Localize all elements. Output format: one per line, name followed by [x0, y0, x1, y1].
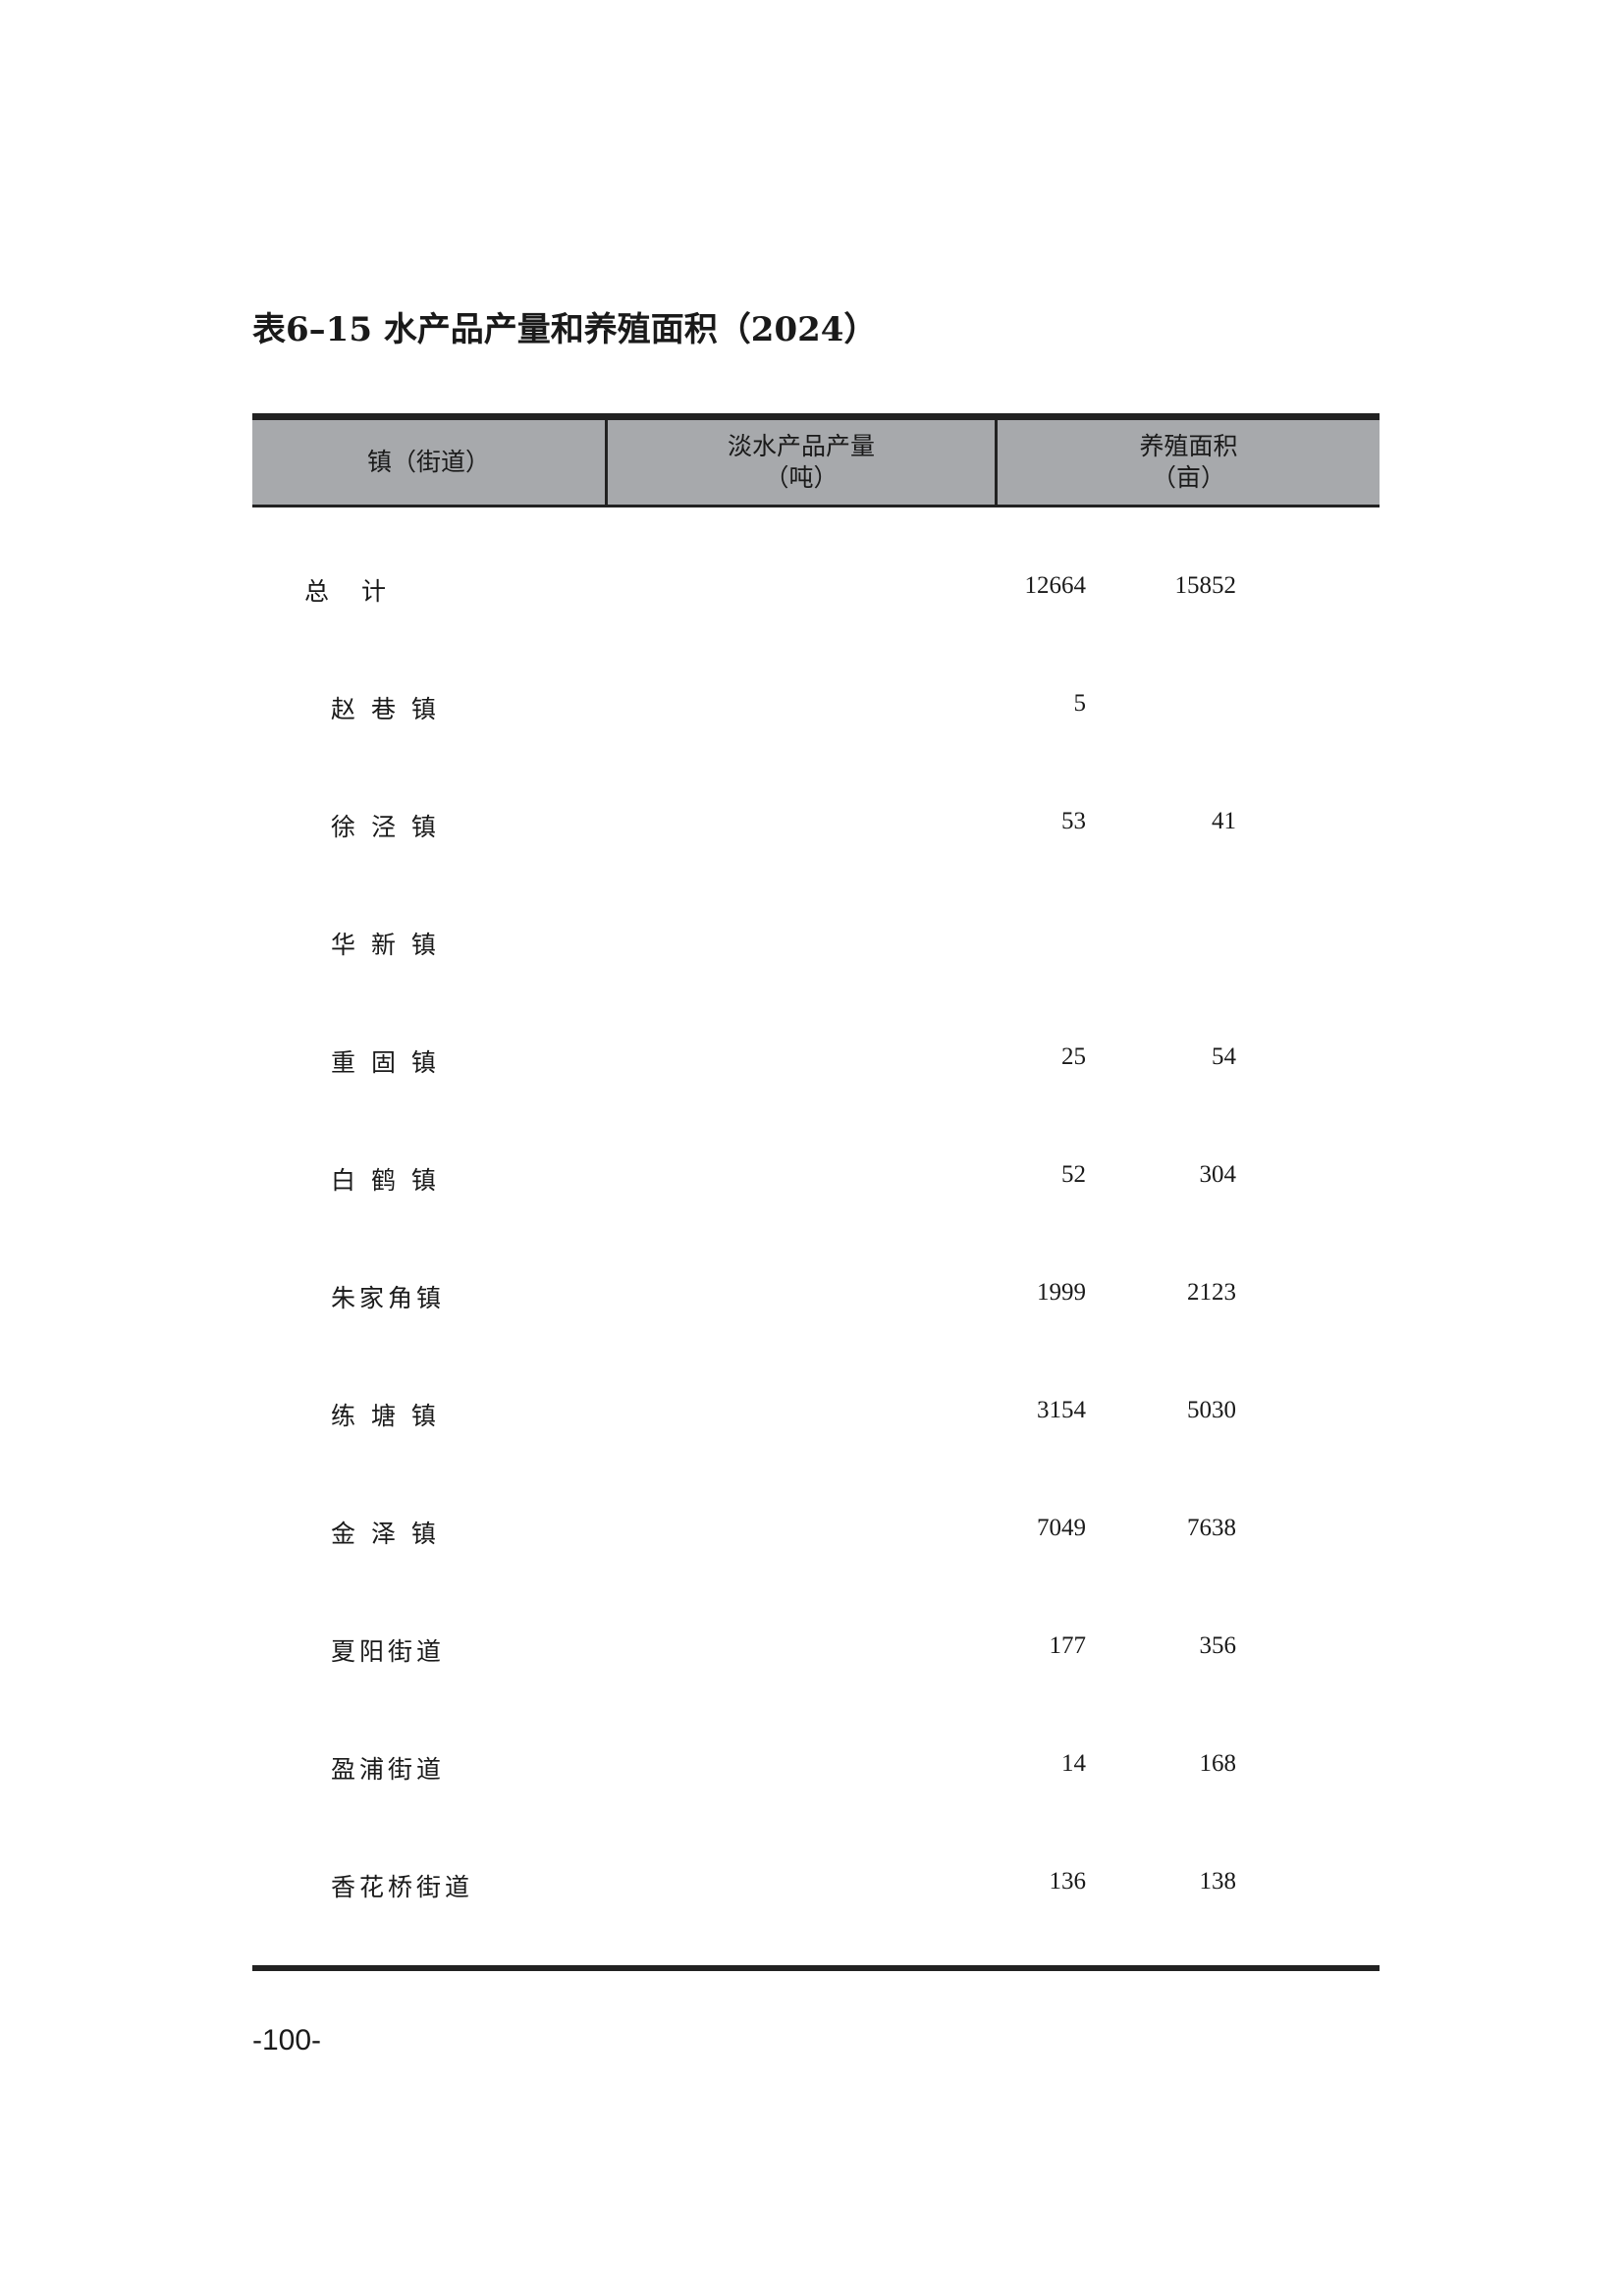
row-name: 朱家角镇: [331, 1284, 446, 1312]
row-output: 25: [1061, 1043, 1086, 1070]
row-output: 1999: [1037, 1279, 1086, 1306]
row-area: 54: [1212, 1043, 1236, 1070]
row-name: 练 塘 镇: [331, 1402, 440, 1430]
header-output-label: 淡水产品产量: [727, 432, 875, 460]
table-row: 白 鹤 镇 52 304: [252, 1161, 1380, 1201]
row-name: 金 泽 镇: [331, 1520, 440, 1548]
table-row: 练 塘 镇 3154 5030: [252, 1397, 1380, 1436]
header-town: 镇（街道）: [252, 420, 608, 505]
row-name: 重 固 镇: [331, 1048, 440, 1077]
table-top-rule: [252, 413, 1380, 420]
table-header: 镇（街道） 淡水产品产量 （吨） 养殖面积 （亩）: [252, 420, 1380, 507]
row-area: 15852: [1174, 572, 1237, 599]
row-output: 177: [1049, 1632, 1087, 1659]
table-row: 赵 巷 镇 5: [252, 690, 1380, 729]
row-output: 7049: [1037, 1515, 1086, 1541]
header-output-unit: （吨）: [764, 463, 839, 492]
row-output: 53: [1061, 808, 1086, 834]
table-row: 朱家角镇 1999 2123: [252, 1279, 1380, 1318]
row-area: 7638: [1187, 1515, 1236, 1541]
row-name: 总 计: [304, 577, 391, 606]
row-area: 168: [1199, 1750, 1237, 1777]
table-row: 盈浦街道 14 168: [252, 1750, 1380, 1789]
page-number: -100-: [252, 2024, 322, 2056]
row-name: 盈浦街道: [331, 1755, 446, 1784]
header-area-unit: （亩）: [1151, 463, 1225, 492]
row-output: 12664: [1024, 572, 1087, 599]
row-output: 52: [1061, 1161, 1086, 1188]
row-area: 41: [1212, 808, 1236, 834]
row-area: 356: [1199, 1632, 1237, 1659]
row-area: 138: [1199, 1868, 1237, 1895]
row-area: 304: [1199, 1161, 1237, 1188]
table-row: 香花桥街道 136 138: [252, 1868, 1380, 1907]
row-output: 136: [1049, 1868, 1087, 1895]
table-row: 金 泽 镇 7049 7638: [252, 1515, 1380, 1554]
header-town-label: 镇（街道）: [366, 448, 490, 476]
table-row: 徐 泾 镇 53 41: [252, 808, 1380, 847]
row-output: 3154: [1037, 1397, 1086, 1423]
row-area: 5030: [1187, 1397, 1236, 1423]
table-bottom-rule: [252, 1965, 1380, 1971]
row-output: 5: [1073, 690, 1087, 717]
table-row: 夏阳街道 177 356: [252, 1632, 1380, 1672]
header-area-label: 养殖面积: [1139, 432, 1238, 460]
table-row: 总 计 12664 15852: [252, 572, 1380, 612]
header-output: 淡水产品产量 （吨）: [608, 420, 998, 505]
row-output: 14: [1061, 1750, 1086, 1777]
row-name: 徐 泾 镇: [331, 813, 440, 841]
table-title: 表6–15 水产品产量和养殖面积（2024）: [252, 310, 878, 349]
row-name: 白 鹤 镇: [331, 1166, 440, 1195]
row-area: 2123: [1187, 1279, 1236, 1306]
row-name: 赵 巷 镇: [331, 695, 440, 723]
table-row: 华 新 镇: [252, 926, 1380, 965]
row-name: 香花桥街道: [331, 1873, 474, 1901]
row-name: 华 新 镇: [331, 931, 440, 959]
header-area: 养殖面积 （亩）: [998, 420, 1380, 505]
row-name: 夏阳街道: [331, 1637, 446, 1666]
table-row: 重 固 镇 25 54: [252, 1043, 1380, 1083]
